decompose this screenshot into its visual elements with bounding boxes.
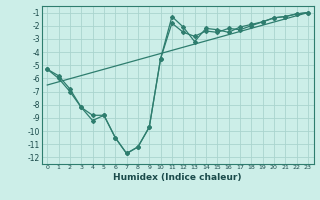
X-axis label: Humidex (Indice chaleur): Humidex (Indice chaleur) xyxy=(113,173,242,182)
